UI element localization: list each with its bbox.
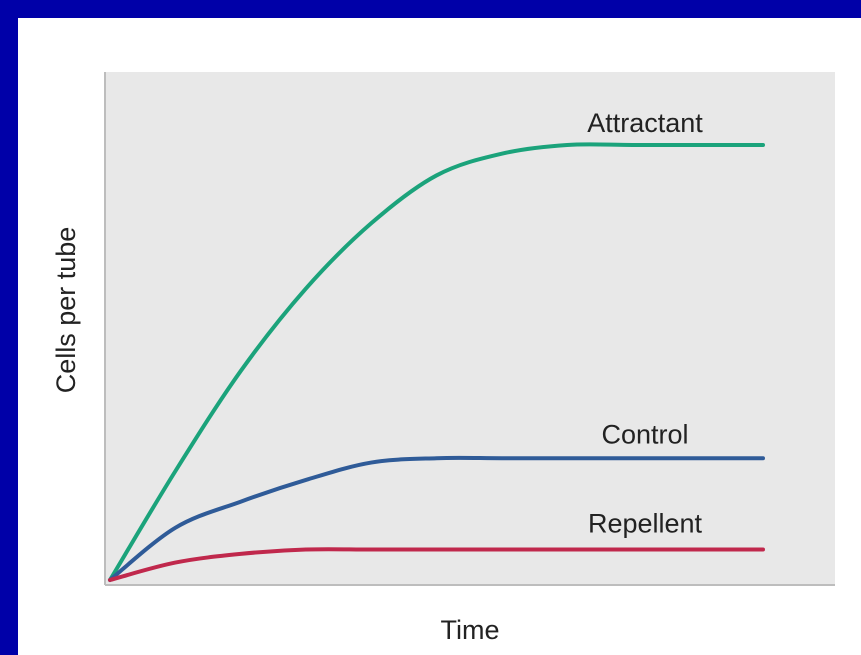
series-label: Control [601, 419, 688, 449]
series-label: Attractant [587, 108, 703, 138]
x-axis-label: Time [441, 615, 500, 645]
line [108, 142, 765, 582]
plot-area [105, 72, 835, 585]
line [108, 547, 765, 582]
y-axis-label: Cells per tube [51, 227, 81, 394]
line [108, 455, 765, 582]
series-label: Repellent [588, 509, 703, 539]
